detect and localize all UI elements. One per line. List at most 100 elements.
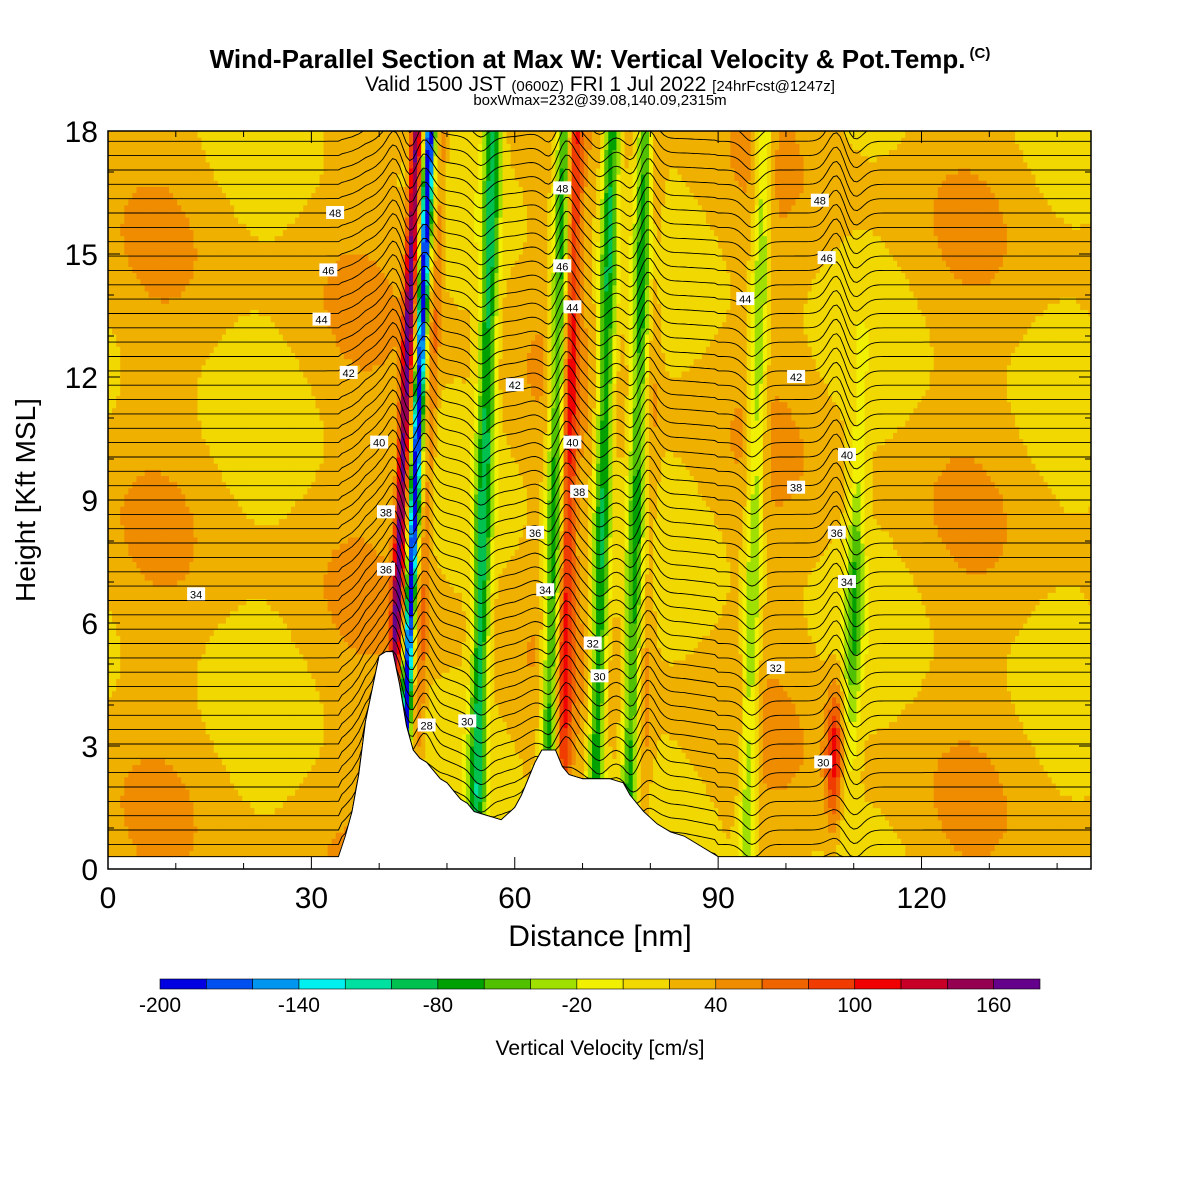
field-cell [152,401,158,409]
field-cell [189,561,195,569]
field-cell [160,321,166,329]
field-cell [169,266,174,274]
field-cell [225,149,231,157]
field-cell [234,598,239,606]
field-cell [160,598,166,606]
field-cell [270,702,276,710]
field-cell [213,629,219,636]
field-cell [270,340,276,347]
field-cell [120,696,125,704]
field-cell [164,807,170,815]
field-cell [246,604,251,612]
field-cell [120,167,125,175]
field-cell [173,370,178,378]
field-cell [197,838,203,845]
field-cell [144,770,150,778]
field-cell [234,407,239,415]
field-cell [160,586,166,593]
field-cell [230,659,235,667]
field-cell [205,131,211,138]
field-cell [270,254,276,261]
field-cell [270,518,276,526]
field-cell [217,137,223,144]
field-cell [124,635,129,643]
field-cell [225,659,231,667]
field-cell [270,746,276,753]
field-cell [217,801,223,809]
field-cell [128,500,134,507]
field-cell [148,204,154,212]
field-cell [177,850,182,858]
field-cell [160,254,166,261]
field-cell [221,850,227,858]
field-cell [205,610,211,618]
field-cell [112,524,117,532]
field-cell [205,592,211,599]
field-cell [258,616,264,624]
field-cell [197,370,203,378]
field-cell [225,684,231,692]
field-cell [230,536,235,544]
field-cell [144,481,150,489]
field-cell [173,401,178,409]
field-cell [209,598,215,606]
field-cell [225,241,231,249]
field-cell [124,333,129,341]
field-cell [221,592,227,599]
field-cell [185,149,190,157]
field-cell [144,223,150,230]
field-cell [205,795,211,802]
field-cell [164,364,170,372]
field-cell [169,770,174,778]
field-cell [225,272,231,280]
field-cell [266,223,272,230]
field-cell [246,598,251,606]
field-cell [144,702,150,710]
field-cell [164,475,170,483]
field-cell [152,377,158,384]
field-cell [189,567,195,575]
field-cell [128,690,134,698]
field-cell [124,709,129,716]
field-cell [234,333,239,341]
field-cell [160,493,166,501]
field-cell [274,463,280,470]
field-cell [120,340,125,347]
field-cell [116,604,121,612]
field-cell [169,358,174,366]
field-cell [128,518,134,526]
field-cell [116,315,121,323]
field-cell [197,192,203,200]
field-cell [140,678,146,686]
field-cell [230,260,235,267]
field-cell [258,721,264,729]
field-cell [193,450,199,458]
field-cell [209,579,215,587]
field-cell [112,776,117,784]
field-cell [140,524,146,532]
field-cell [238,260,243,267]
field-cell [189,795,195,802]
field-cell [156,543,162,550]
field-cell [140,167,146,175]
field-cell [116,370,121,378]
field-cell [266,155,272,163]
field-cell [140,340,146,347]
field-cell [197,327,203,335]
field-cell [238,684,243,692]
field-cell [217,456,223,464]
field-cell [144,315,150,323]
field-cell [169,512,174,520]
field-cell [136,561,142,569]
field-cell [136,352,142,360]
field-cell [169,272,174,280]
field-cell [181,610,186,618]
field-cell [160,352,166,360]
field-cell [201,352,207,360]
field-cell [230,819,235,827]
field-cell [258,764,264,772]
field-cell [221,303,227,310]
field-cell [120,186,125,194]
field-cell [254,297,260,304]
field-cell [193,475,199,483]
